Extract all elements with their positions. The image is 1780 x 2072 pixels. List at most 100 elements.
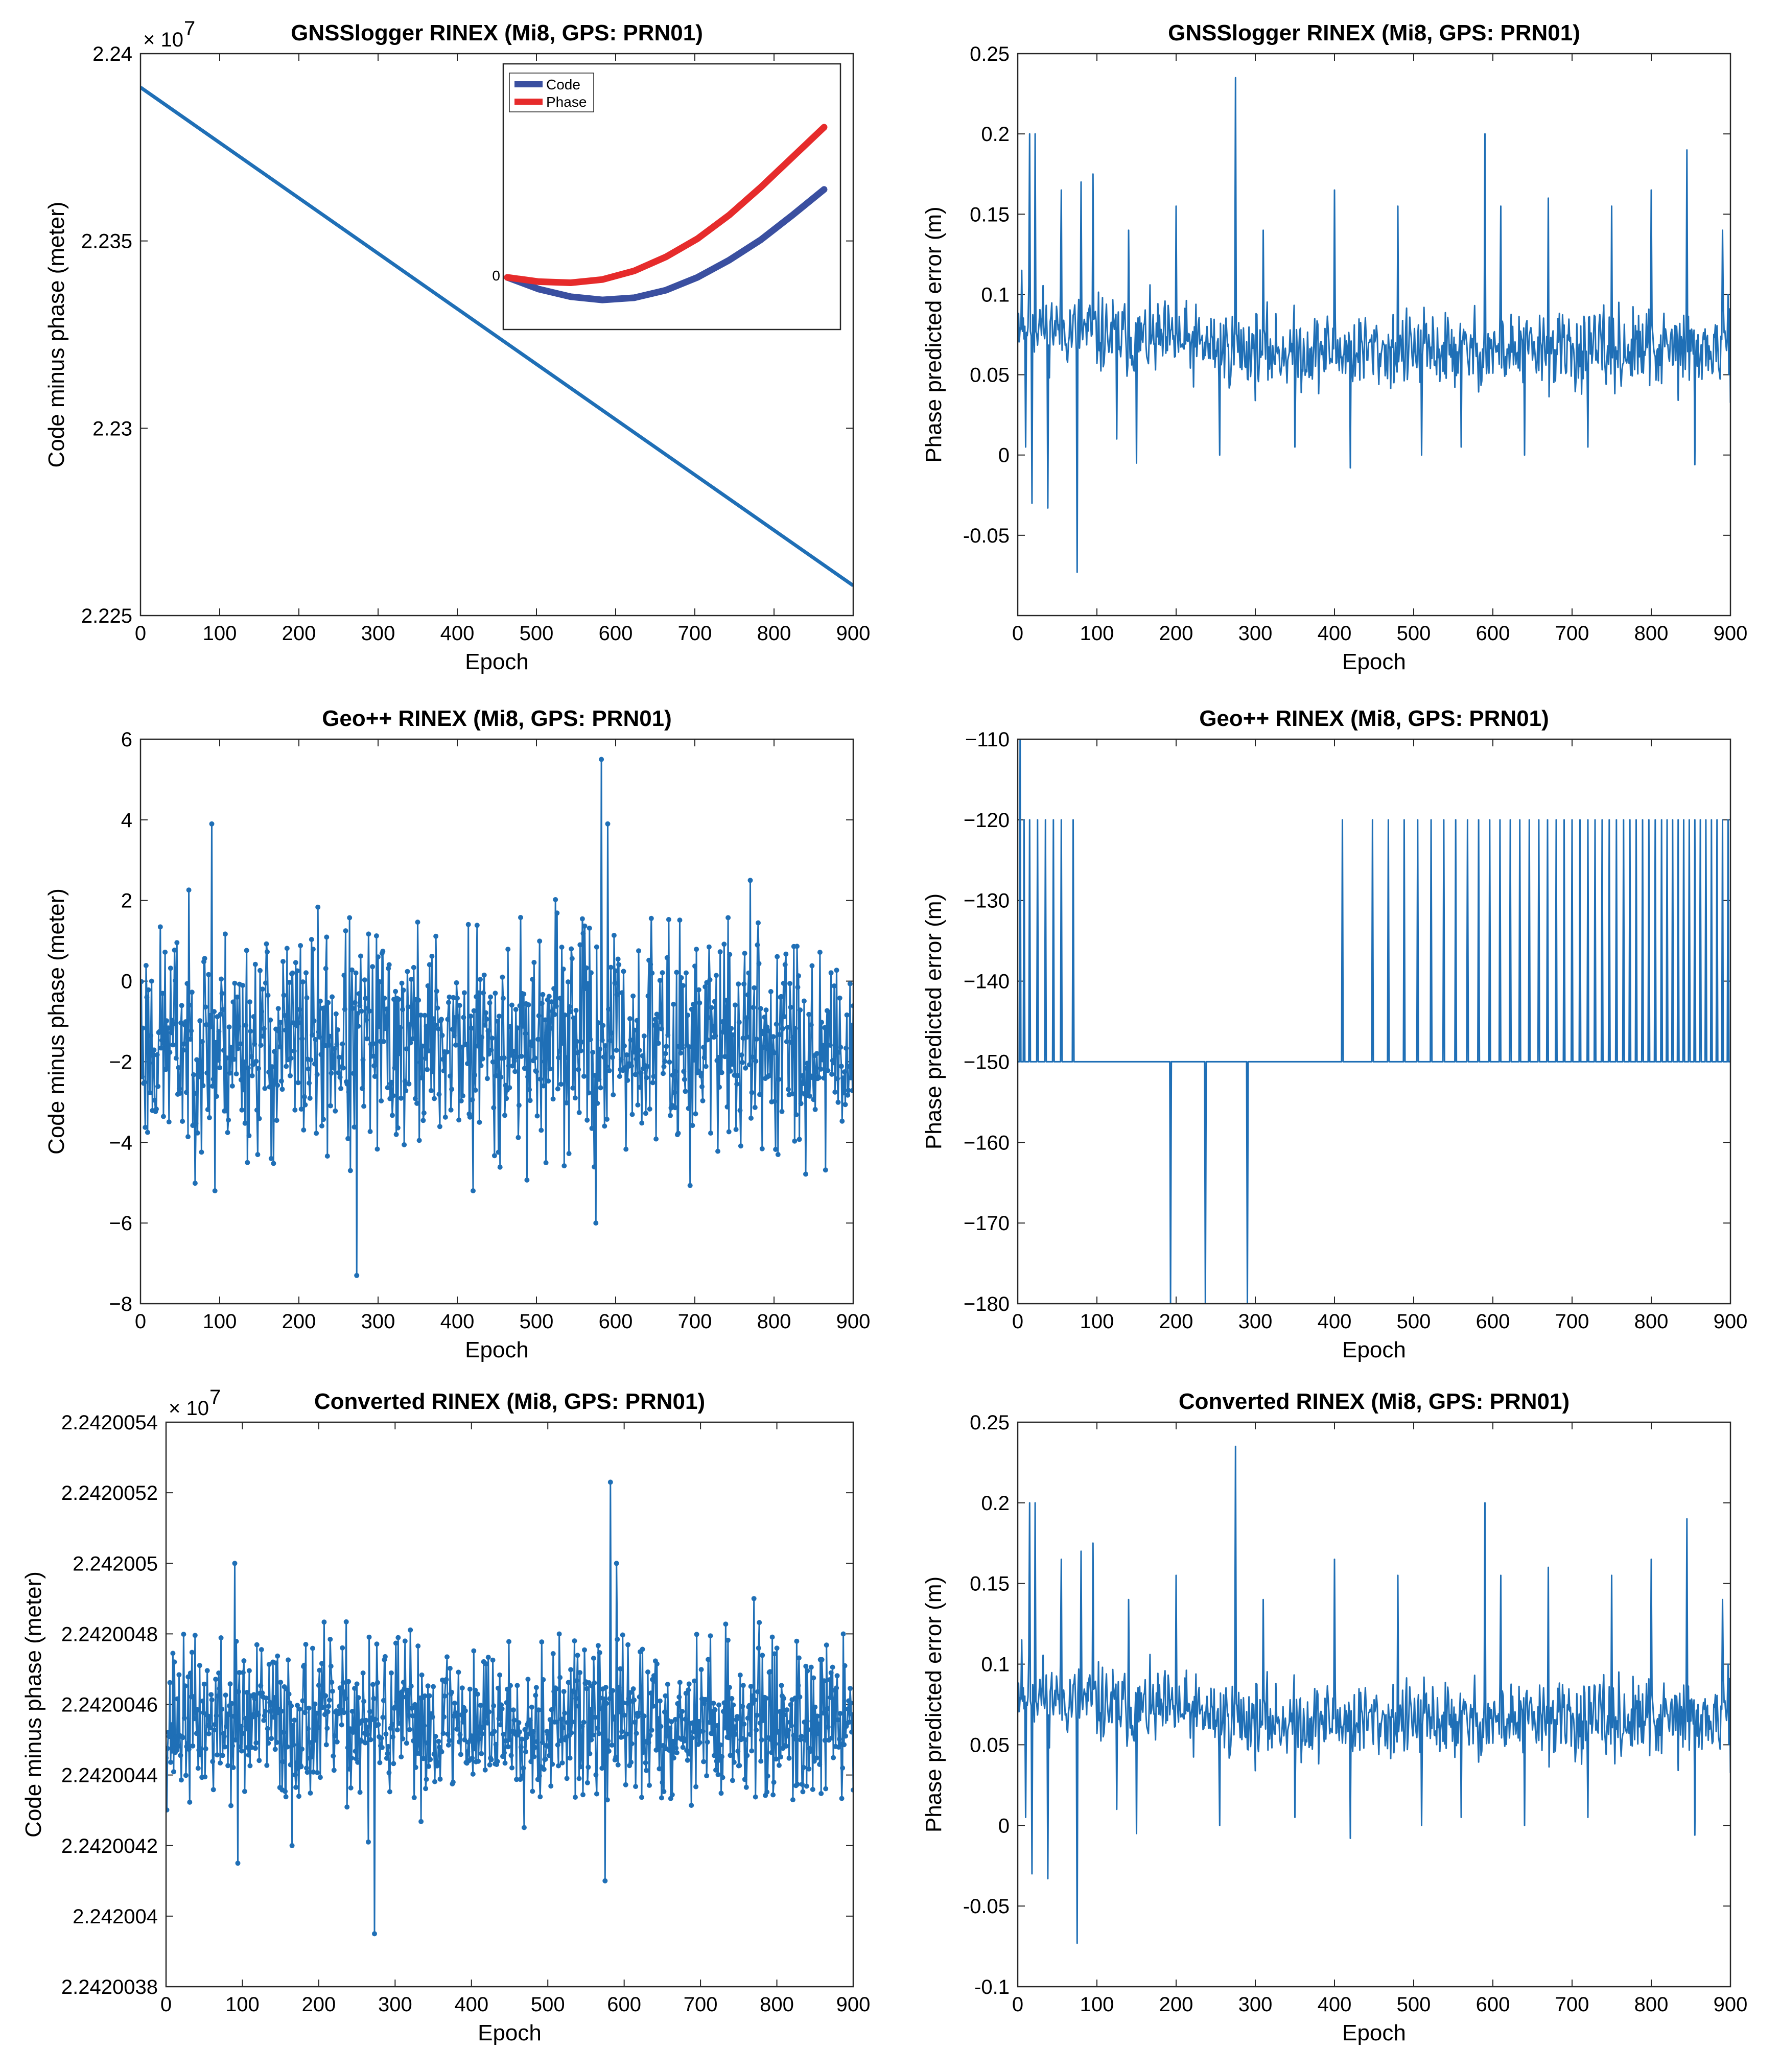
data-point [723,1723,729,1728]
data-point [145,1129,150,1135]
data-point [805,1668,810,1674]
data-point [728,1068,733,1074]
data-point [764,1790,770,1795]
data-point [302,1710,308,1715]
data-point [615,992,620,997]
data-point [692,963,697,969]
data-point [650,1703,656,1709]
data-point [536,1707,542,1713]
data-point [176,1672,182,1678]
data-point [576,1703,581,1709]
data-point [428,1088,434,1093]
data-point [249,1054,254,1059]
data-point [541,1677,546,1682]
data-point [824,1028,829,1033]
data-point [330,994,335,1000]
data-point [684,970,689,976]
data-point [425,1683,431,1689]
data-point [264,1762,270,1768]
data-point [478,1703,483,1708]
data-point [212,1727,217,1733]
data-point [447,1738,452,1744]
data-point [348,1785,354,1791]
data-point [356,1695,361,1701]
data-point [663,1051,668,1056]
data-point [342,1689,347,1695]
data-point [749,1748,755,1754]
data-point [621,969,626,974]
data-point [523,1031,528,1037]
data-point [674,1750,680,1755]
data-point [344,1081,350,1087]
x-tick-label: 600 [599,1310,633,1333]
y-tick-label: −140 [964,971,1010,993]
data-point [808,1749,813,1754]
data-point [739,1052,744,1058]
data-point [393,1132,399,1137]
data-point [831,1698,837,1704]
data-point [557,1675,563,1680]
data-point [450,1779,456,1785]
data-point [569,1730,574,1736]
data-point [584,1780,590,1785]
data-point [293,960,298,966]
data-point [292,1772,298,1778]
data-point [511,1048,516,1054]
data-point [427,962,432,968]
x-tick-label: 700 [1555,1310,1589,1333]
x-tick-label: 700 [678,622,712,645]
x-axis-label: Epoch [465,649,529,674]
x-tick-label: 500 [1397,622,1431,645]
data-point [346,1089,352,1095]
y-tick-label: 0 [998,1815,1010,1837]
data-point [664,1044,669,1049]
data-point [615,1637,620,1642]
data-point [305,1770,310,1775]
data-point [377,979,383,984]
data-point [767,1073,773,1078]
data-point [842,1069,847,1075]
data-point [840,1631,846,1637]
data-point [219,991,225,996]
data-point [542,1059,547,1064]
data-point [849,1729,853,1735]
data-point [166,1746,170,1751]
data-point [257,968,263,973]
data-point [789,1723,794,1729]
data-point [435,1005,440,1011]
data-point [150,1053,156,1058]
data-point [580,931,586,936]
data-point [518,1745,524,1750]
data-point [545,1731,551,1737]
data-point [243,1716,248,1721]
data-point [419,1672,425,1678]
data-point [737,1108,743,1113]
data-point [269,1736,274,1741]
data-point [737,1673,743,1678]
chart-svg: 0 100 200 300 400 500 600 700 800 900-0.0500.050.… [921,20,1747,674]
data-point [538,1127,544,1133]
data-point [678,1050,684,1056]
data-point [544,1030,550,1035]
y-tick-label: 2.2420038 [61,1976,158,1998]
data-point [789,1091,795,1097]
data-point [482,1767,488,1773]
data-point [575,1653,580,1658]
data-point [207,1714,213,1719]
data-point [690,1720,696,1726]
data-point [577,942,583,948]
y-tick-label: 2.242005 [73,1552,158,1575]
data-point [514,1683,520,1688]
data-point [481,972,487,978]
data-point [706,1696,712,1701]
data-point [802,1737,808,1743]
data-point [647,1106,652,1112]
data-point [267,1084,272,1090]
data-point [801,1080,806,1086]
data-point [358,953,363,959]
data-point [372,1074,378,1079]
data-point [362,977,367,983]
chart-title: Geo++ RINEX (Mi8, GPS: PRN01) [1199,706,1549,731]
data-point [643,1760,648,1765]
data-point [722,1054,728,1059]
